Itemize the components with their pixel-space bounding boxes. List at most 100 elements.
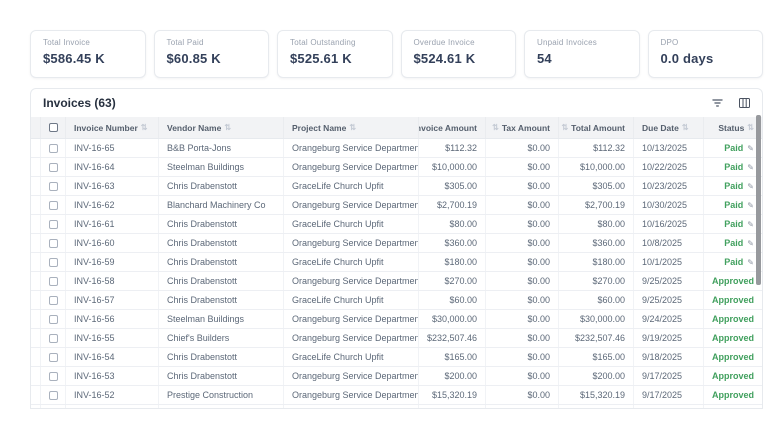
row-checkbox[interactable] xyxy=(48,143,58,153)
sort-icon[interactable]: ⇅ xyxy=(747,123,754,132)
row-checkbox[interactable] xyxy=(48,295,58,305)
invoices-panel-header: Invoices (63) xyxy=(31,89,762,117)
status-cell xyxy=(704,405,762,408)
edit-pencil-icon[interactable]: ✎ xyxy=(747,181,754,191)
filter-icon[interactable] xyxy=(712,98,723,108)
edit-pencil-icon[interactable]: ✎ xyxy=(747,219,754,229)
invoice-number-cell: INV-16-62 xyxy=(66,196,159,214)
table-row[interactable]: INV-16-64 Steelman Buildings Orangeburg … xyxy=(31,158,762,177)
table-row[interactable]: INV-16-61 Chris Drabenstott GraceLife Ch… xyxy=(31,215,762,234)
gutter-cell xyxy=(31,158,41,176)
invoice-amount-cell: $180.00 xyxy=(419,253,486,271)
status-badge: Paid xyxy=(724,181,744,191)
table-row[interactable]: INV-16-59 Chris Drabenstott GraceLife Ch… xyxy=(31,253,762,272)
vertical-scrollbar-thumb[interactable] xyxy=(756,115,761,285)
row-checkbox[interactable] xyxy=(48,276,58,286)
table-row[interactable]: INV-16-65 B&B Porta-Jons Orangeburg Serv… xyxy=(31,139,762,158)
row-checkbox[interactable] xyxy=(48,352,58,362)
status-cell: Paid ✎ xyxy=(704,139,762,157)
row-checkbox[interactable] xyxy=(48,390,58,400)
total-amount-cell: $60.00 xyxy=(559,291,634,309)
invoice-number-cell: INV-16-61 xyxy=(66,215,159,233)
invoice-amount-cell: $305.00 xyxy=(419,177,486,195)
gutter-cell xyxy=(31,310,41,328)
table-row[interactable]: INV-16-55 Chief's Builders Orangeburg Se… xyxy=(31,329,762,348)
column-header-total-amount[interactable]: ⇅ Total Amount xyxy=(559,117,634,138)
row-checkbox[interactable] xyxy=(48,181,58,191)
project-name-cell: Orangeburg Service Department xyxy=(284,272,419,290)
summary-card: Unpaid Invoices 54 xyxy=(524,30,640,78)
row-checkbox[interactable] xyxy=(48,333,58,343)
invoice-amount-cell: $200.00 xyxy=(419,367,486,385)
invoice-amount-cell: $80.00 xyxy=(419,215,486,233)
status-cell: Paid ✎ xyxy=(704,196,762,214)
checkbox-cell xyxy=(41,139,66,157)
gutter-cell xyxy=(31,367,41,385)
gutter-cell xyxy=(31,139,41,157)
edit-pencil-icon[interactable]: ✎ xyxy=(747,257,754,267)
due-date-cell: 9/18/2025 xyxy=(634,348,704,366)
sort-icon[interactable]: ⇅ xyxy=(224,123,232,132)
status-cell: Approved✎ xyxy=(704,329,762,347)
row-checkbox[interactable] xyxy=(48,219,58,229)
column-header-invoice-amount[interactable]: ⇅Invoice Amount xyxy=(419,117,486,138)
sort-icon[interactable]: ⇅ xyxy=(349,123,357,132)
sort-icon[interactable]: ⇅ xyxy=(681,123,689,132)
project-name-cell: Orangeburg Service Department xyxy=(284,234,419,252)
edit-pencil-icon[interactable]: ✎ xyxy=(747,162,754,172)
due-date-cell xyxy=(634,405,704,408)
row-checkbox[interactable] xyxy=(48,257,58,267)
row-checkbox[interactable] xyxy=(48,162,58,172)
status-badge: Paid xyxy=(724,257,744,267)
total-amount-cell: $180.00 xyxy=(559,253,634,271)
invoice-amount-cell: $112.32 xyxy=(419,139,486,157)
status-cell: Approved✎ xyxy=(704,367,762,385)
total-amount-cell: $200.00 xyxy=(559,367,634,385)
row-checkbox[interactable] xyxy=(48,200,58,210)
due-date-cell: 9/19/2025 xyxy=(634,329,704,347)
row-checkbox[interactable] xyxy=(48,238,58,248)
status-badge: Approved xyxy=(711,276,754,286)
select-all-checkbox[interactable] xyxy=(48,123,58,132)
total-amount-cell: $232,507.46 xyxy=(559,329,634,347)
table-row[interactable]: INV-16-60 Chris Drabenstott Orangeburg S… xyxy=(31,234,762,253)
total-amount-cell: $15,320.19 xyxy=(559,386,634,404)
column-header-status[interactable]: Status ⇅ xyxy=(704,117,762,138)
tax-amount-cell: $0.00 xyxy=(486,367,559,385)
table-row[interactable]: INV-16-58 Chris Drabenstott Orangeburg S… xyxy=(31,272,762,291)
edit-pencil-icon[interactable]: ✎ xyxy=(747,143,754,153)
sort-icon[interactable]: ⇅ xyxy=(561,123,569,132)
edit-pencil-icon[interactable]: ✎ xyxy=(747,200,754,210)
table-row[interactable]: INV-16-62 Blanchard Machinery Co Orangeb… xyxy=(31,196,762,215)
sort-icon[interactable]: ⇅ xyxy=(492,123,499,132)
table-row[interactable]: INV-16-52 Prestige Construction Orangebu… xyxy=(31,386,762,405)
checkbox-cell xyxy=(41,253,66,271)
row-checkbox[interactable] xyxy=(48,314,58,324)
column-header-invoice-number[interactable]: Invoice Number ⇅ xyxy=(66,117,159,138)
status-badge: Approved xyxy=(711,390,754,400)
checkbox-cell xyxy=(41,367,66,385)
project-name-cell: Orangeburg Service Department xyxy=(284,158,419,176)
column-header-project-name[interactable]: Project Name ⇅ xyxy=(284,117,419,138)
summary-card: Total Paid $60.85 K xyxy=(153,30,269,78)
partial-row xyxy=(31,405,762,408)
gutter-cell xyxy=(31,329,41,347)
row-checkbox[interactable] xyxy=(48,371,58,381)
table-row[interactable]: INV-16-54 Chris Drabenstott GraceLife Ch… xyxy=(31,348,762,367)
invoice-number-cell: INV-16-65 xyxy=(66,139,159,157)
summary-card: DPO 0.0 days xyxy=(647,30,763,78)
table-row[interactable]: INV-16-53 Chris Drabenstott Orangeburg S… xyxy=(31,367,762,386)
sort-icon[interactable]: ⇅ xyxy=(140,123,148,132)
edit-pencil-icon[interactable]: ✎ xyxy=(747,238,754,248)
table-row[interactable]: INV-16-56 Steelman Buildings Orangeburg … xyxy=(31,310,762,329)
column-header-vendor-name[interactable]: Vendor Name ⇅ xyxy=(159,117,284,138)
invoices-panel: Invoices (63) Invoice Number ⇅ Vendor Nam… xyxy=(30,88,763,409)
table-row[interactable]: INV-16-57 Chris Drabenstott GraceLife Ch… xyxy=(31,291,762,310)
summary-card: Total Invoice $586.45 K xyxy=(30,30,146,78)
column-header-due-date[interactable]: Due Date ⇅ xyxy=(634,117,704,138)
column-header-tax-amount[interactable]: ⇅ Tax Amount xyxy=(486,117,559,138)
table-row[interactable]: INV-16-63 Chris Drabenstott GraceLife Ch… xyxy=(31,177,762,196)
columns-icon[interactable] xyxy=(739,98,750,108)
checkbox-cell xyxy=(41,348,66,366)
vendor-name-cell: Chief's Builders xyxy=(159,329,284,347)
